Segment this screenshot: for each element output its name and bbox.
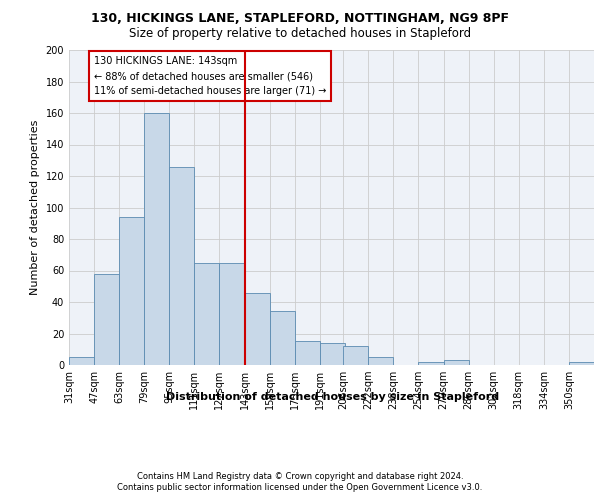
Text: Contains public sector information licensed under the Open Government Licence v3: Contains public sector information licen…: [118, 484, 482, 492]
Bar: [368, 357, 394, 365]
Text: Contains HM Land Registry data © Crown copyright and database right 2024.: Contains HM Land Registry data © Crown c…: [137, 472, 463, 481]
Bar: [194, 262, 220, 365]
Bar: [245, 292, 269, 365]
Bar: [343, 346, 368, 365]
Y-axis label: Number of detached properties: Number of detached properties: [30, 120, 40, 295]
Bar: [320, 343, 345, 365]
Bar: [144, 113, 169, 365]
Bar: [119, 217, 144, 365]
Bar: [169, 166, 194, 365]
Bar: [295, 342, 320, 365]
Bar: [569, 362, 594, 365]
Bar: [94, 274, 119, 365]
Text: 130 HICKINGS LANE: 143sqm
← 88% of detached houses are smaller (546)
11% of semi: 130 HICKINGS LANE: 143sqm ← 88% of detac…: [94, 56, 326, 96]
Bar: [418, 362, 443, 365]
Text: Distribution of detached houses by size in Stapleford: Distribution of detached houses by size …: [166, 392, 500, 402]
Text: Size of property relative to detached houses in Stapleford: Size of property relative to detached ho…: [129, 28, 471, 40]
Bar: [69, 357, 94, 365]
Bar: [220, 262, 245, 365]
Bar: [443, 360, 469, 365]
Text: 130, HICKINGS LANE, STAPLEFORD, NOTTINGHAM, NG9 8PF: 130, HICKINGS LANE, STAPLEFORD, NOTTINGH…: [91, 12, 509, 26]
Bar: [269, 312, 295, 365]
